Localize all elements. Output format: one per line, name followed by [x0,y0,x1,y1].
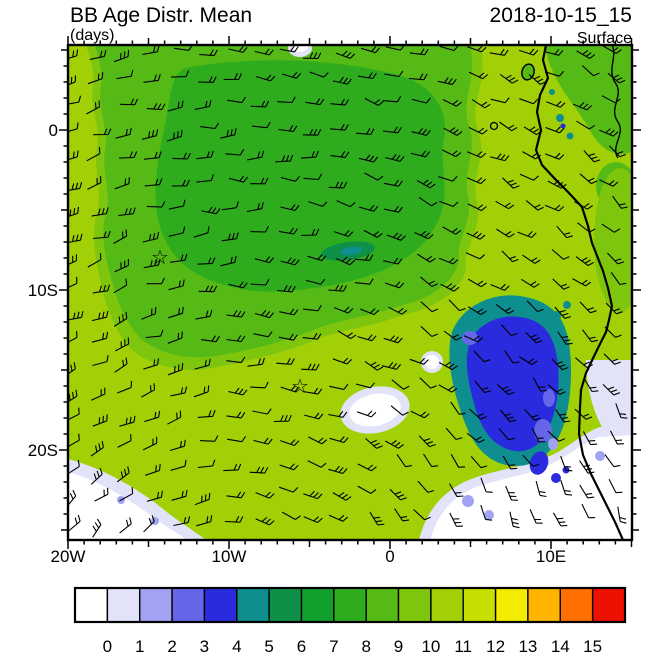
x-axis-label-10e: 10E [536,547,566,566]
colorbar-label: 12 [486,637,505,656]
speck [484,510,494,520]
island-sao-tome [489,121,499,131]
colorbar: 0 1 2 3 4 5 6 7 8 9 10 11 12 13 14 15 [73,586,627,656]
colorbar-label: 11 [454,637,472,656]
colorbar-cell [268,587,303,623]
x-axis-label-20w: 20W [51,547,86,566]
figure-datetime: 2018-10-15_15 [490,4,632,27]
colorbar-cell [527,587,562,623]
colorbar-cell [171,587,206,623]
colorbar-label: 7 [329,637,338,656]
teal-speck [551,311,561,321]
figure-level: Surface [577,30,632,47]
colorbar-label: 6 [297,637,306,656]
land-pale-strip [586,360,632,427]
region-age-4-5-core [340,246,362,256]
colorbar-cell [430,587,464,623]
land-speck [560,123,566,129]
colorbar-cell [138,587,173,623]
map-area: ☆ ☆ [68,45,632,540]
region-age-2-3-spot [534,419,552,443]
colorbar-cell [74,587,109,623]
colorbar-label: 2 [167,637,176,656]
speck [595,451,605,461]
region-age-1-2-spot [548,438,558,450]
colorbar-label: 1 [135,637,144,656]
colorbar-cell [300,587,335,623]
teal-speck [563,301,571,309]
region-age-7-8 [155,60,445,292]
y-axis-label-20s: 20S [28,441,58,460]
region-age-0-se [430,435,632,540]
y-axis-label-10s: 10S [28,281,58,300]
colorbar-label: 8 [361,637,370,656]
blue-speck [551,473,561,483]
colorbar-label: 3 [200,637,209,656]
wind-barbs-overlay [68,45,628,538]
colorbar-frame [73,586,627,624]
region-age-2-3-spot [543,389,555,407]
speck [462,495,474,507]
colorbar-label: 9 [394,637,403,656]
colorbar-cell [559,587,594,623]
colorbar-cell [106,587,141,623]
blue-arm [529,451,549,475]
x-axis-label-10w: 10W [212,547,247,566]
land-ne-green [546,45,632,155]
colorbar-label: 10 [421,637,440,656]
land-speck [566,132,574,140]
colorbar-label: 15 [583,637,602,656]
colorbar-label: 14 [551,637,570,656]
land-speck [549,89,555,95]
colorbar-cell [365,587,400,623]
colorbar-cell [494,587,529,623]
figure-units: (days) [70,27,114,44]
white-spot [349,393,401,427]
region-age-3-4-coastal [466,316,559,452]
colorbar-cell [462,587,497,623]
colorbar-cell [203,587,238,623]
land-speck [556,114,564,122]
colorbar-cell [236,587,270,623]
colorbar-label: 13 [518,637,537,656]
figure-title: BB Age Distr. Mean [70,4,252,27]
colorbar-cell [333,587,367,623]
map-frame [66,43,634,542]
wind-barbs [68,45,628,538]
x-axis-label-0: 0 [385,547,394,566]
star-marker-st-helena: ☆ [291,374,309,398]
colorbar-cell [397,587,432,623]
y-axis-label-0: 0 [49,121,58,140]
colorbar-label: 0 [103,637,112,656]
colorbar-label: 4 [232,637,241,656]
colorbar-label: 5 [264,637,273,656]
colorbar-cell [591,587,626,623]
african-coastline [534,45,625,540]
white-spot [425,355,439,369]
